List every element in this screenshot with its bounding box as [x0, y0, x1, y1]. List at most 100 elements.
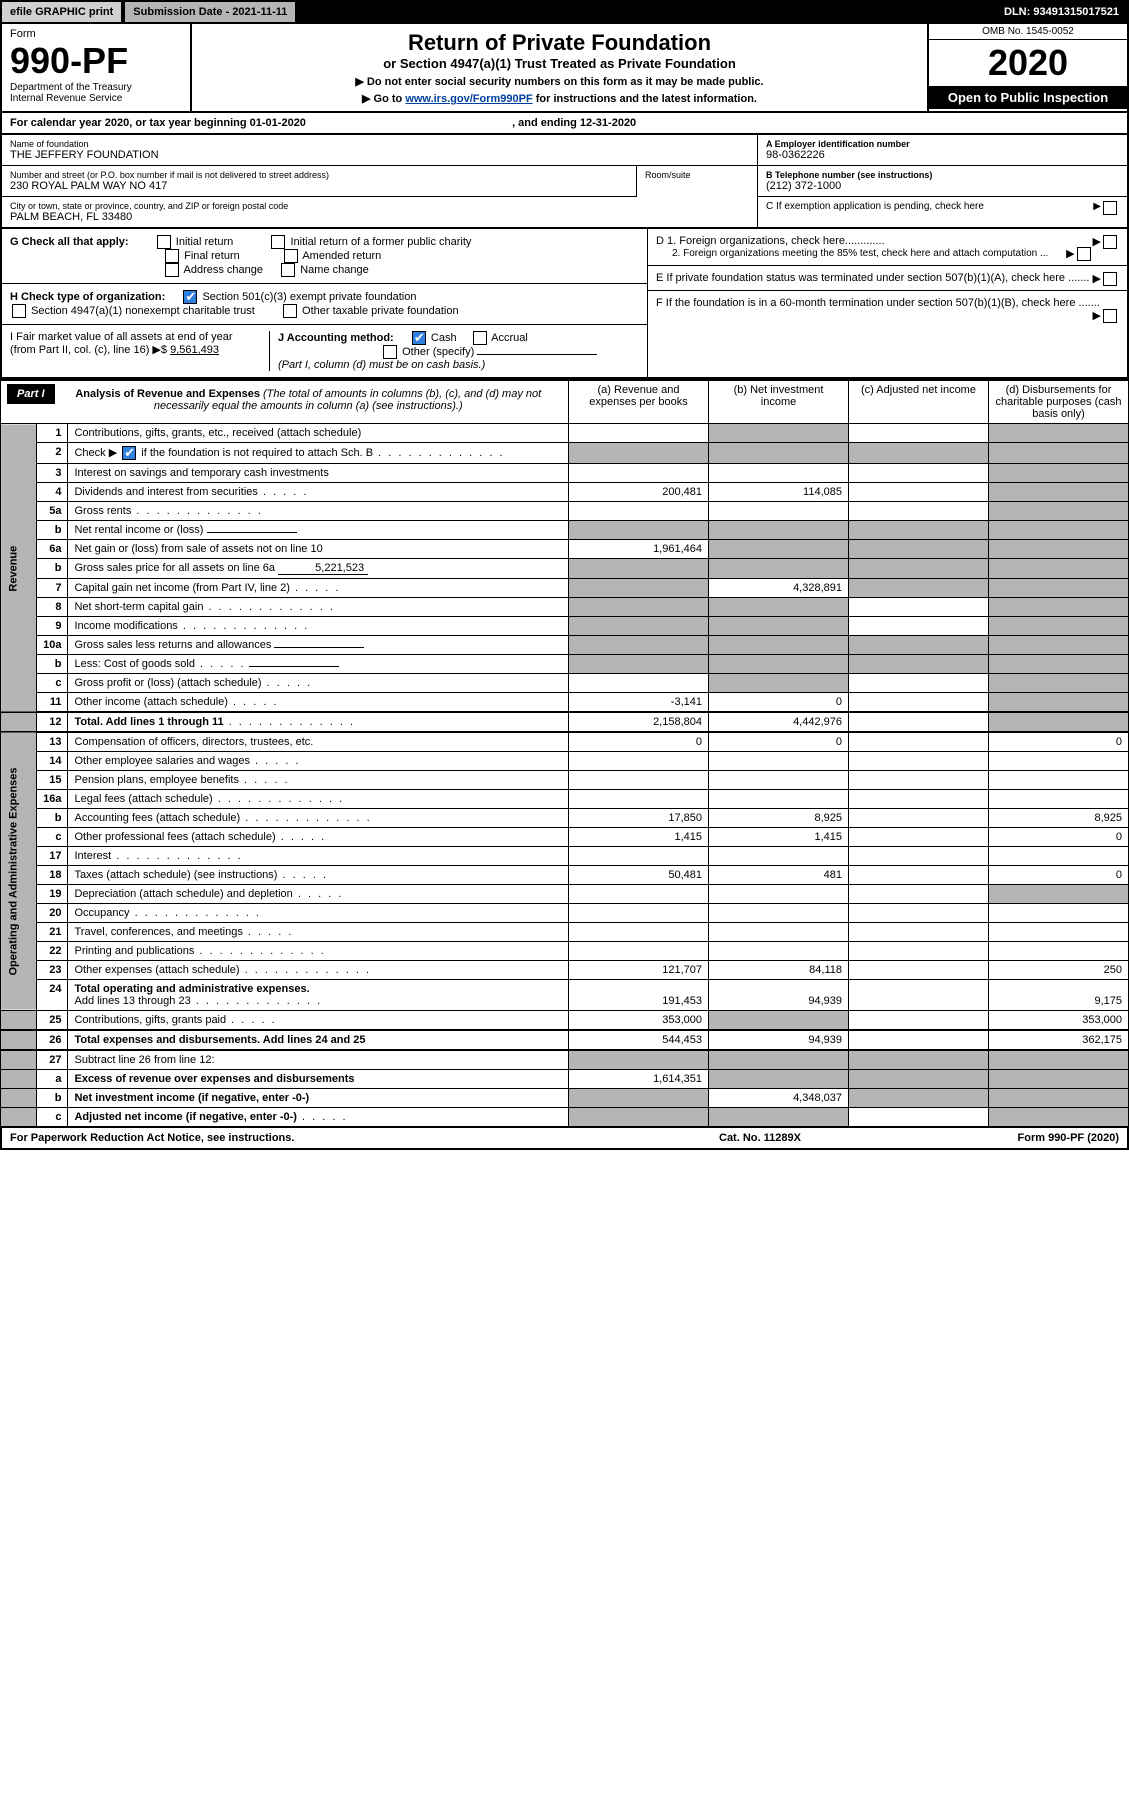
exemption-pending-cell: C If exemption application is pending, c…: [758, 197, 1127, 216]
cat-no: Cat. No. 11289X: [719, 1132, 919, 1144]
cash-method-checkbox[interactable]: [412, 331, 426, 345]
info-block: Name of foundation THE JEFFERY FOUNDATIO…: [0, 135, 1129, 229]
address-change-checkbox[interactable]: [165, 263, 179, 277]
calendar-year-row: For calendar year 2020, or tax year begi…: [0, 113, 1129, 135]
box-d1: D 1. Foreign organizations, check here..…: [648, 229, 1127, 266]
dln: DLN: 93491315017521: [996, 2, 1127, 22]
open-to-public: Open to Public Inspection: [929, 86, 1127, 109]
submission-date: Submission Date - 2021-11-11: [125, 2, 295, 22]
row-16c: c Other professional fees (attach schedu…: [1, 828, 1129, 847]
row-25: 25 Contributions, gifts, grants paid 353…: [1, 1011, 1129, 1031]
col-a-header: (a) Revenue and expenses per books: [569, 380, 709, 424]
row-27b: b Net investment income (if negative, en…: [1, 1089, 1129, 1108]
initial-return-checkbox[interactable]: [157, 235, 171, 249]
name-change-checkbox[interactable]: [281, 263, 295, 277]
foundation-name-cell: Name of foundation THE JEFFERY FOUNDATIO…: [2, 135, 757, 166]
phone: (212) 372-1000: [766, 180, 1119, 192]
row-10c: c Gross profit or (loss) (attach schedul…: [1, 674, 1129, 693]
part1-label: Part I: [7, 384, 55, 404]
exemption-pending-checkbox[interactable]: [1103, 201, 1117, 215]
form-header-center: Return of Private Foundation or Section …: [192, 24, 927, 111]
topbar: efile GRAPHIC print Submission Date - 20…: [0, 0, 1129, 24]
terminated-checkbox[interactable]: [1103, 272, 1117, 286]
other-taxable-checkbox[interactable]: [283, 304, 297, 318]
row-13: Operating and Administrative Expenses 13…: [1, 732, 1129, 752]
501c3-checkbox[interactable]: [183, 290, 197, 304]
row-19: 19 Depreciation (attach schedule) and de…: [1, 885, 1129, 904]
room-suite-cell: Room/suite: [637, 166, 757, 197]
row-9: 9 Income modifications: [1, 617, 1129, 636]
initial-return-former-checkbox[interactable]: [271, 235, 285, 249]
box-g: G Check all that apply: Initial return I…: [2, 229, 647, 284]
row-23: 23 Other expenses (attach schedule) 121,…: [1, 961, 1129, 980]
box-ij: I Fair market value of all assets at end…: [2, 325, 647, 377]
row-22: 22 Printing and publications: [1, 942, 1129, 961]
ein: 98-0362226: [766, 149, 1119, 161]
address: 230 ROYAL PALM WAY NO 417: [10, 180, 628, 192]
row-17: 17 Interest: [1, 847, 1129, 866]
row-11: 11 Other income (attach schedule) -3,141…: [1, 693, 1129, 713]
row-6a: 6a Net gain or (loss) from sale of asset…: [1, 540, 1129, 559]
foreign-org-checkbox[interactable]: [1103, 235, 1117, 249]
box-f: F If the foundation is in a 60-month ter…: [648, 291, 1127, 315]
final-return-checkbox[interactable]: [165, 249, 179, 263]
4947a1-checkbox[interactable]: [12, 304, 26, 318]
efile-print[interactable]: efile GRAPHIC print: [2, 2, 121, 22]
row-27a: a Excess of revenue over expenses and di…: [1, 1070, 1129, 1089]
form-label: Form: [10, 28, 182, 40]
row-5b: b Net rental income or (loss): [1, 521, 1129, 540]
row-5a: 5a Gross rents: [1, 502, 1129, 521]
row-3: 3 Interest on savings and temporary cash…: [1, 464, 1129, 483]
tax-year: 2020: [929, 40, 1127, 86]
accrual-method-checkbox[interactable]: [473, 331, 487, 345]
row-24: 24 Total operating and administrative ex…: [1, 980, 1129, 1011]
form-subtitle: or Section 4947(a)(1) Trust Treated as P…: [204, 56, 915, 71]
revenue-side-label: Revenue: [1, 424, 37, 713]
foundation-name: THE JEFFERY FOUNDATION: [10, 149, 749, 161]
row-8: 8 Net short-term capital gain: [1, 598, 1129, 617]
schb-not-required-checkbox[interactable]: [122, 446, 136, 460]
form-footer-label: Form 990-PF (2020): [919, 1132, 1119, 1144]
footer: For Paperwork Reduction Act Notice, see …: [0, 1127, 1129, 1150]
form-note2: ▶ Go to www.irs.gov/Form990PF for instru…: [204, 92, 915, 105]
amended-return-checkbox[interactable]: [284, 249, 298, 263]
row-20: 20 Occupancy: [1, 904, 1129, 923]
city: PALM BEACH, FL 33480: [10, 211, 749, 223]
row-2: 2 Check ▶ if the foundation is not requi…: [1, 443, 1129, 464]
row-6b: b Gross sales price for all assets on li…: [1, 559, 1129, 579]
check-block: G Check all that apply: Initial return I…: [0, 229, 1129, 379]
row-26: 26 Total expenses and disbursements. Add…: [1, 1030, 1129, 1050]
col-d-header: (d) Disbursements for charitable purpose…: [989, 380, 1129, 424]
ein-cell: A Employer identification number 98-0362…: [758, 135, 1127, 166]
row-12: 12 Total. Add lines 1 through 11 2,158,8…: [1, 712, 1129, 732]
85pct-test-checkbox[interactable]: [1077, 247, 1091, 261]
row-10a: 10a Gross sales less returns and allowan…: [1, 636, 1129, 655]
omb-number: OMB No. 1545-0052: [929, 24, 1127, 40]
col-c-header: (c) Adjusted net income: [849, 380, 989, 424]
irs-link[interactable]: www.irs.gov/Form990PF: [405, 93, 532, 105]
row-15: 15 Pension plans, employee benefits: [1, 771, 1129, 790]
form-header: Form 990-PF Department of the Treasury I…: [0, 24, 1129, 113]
row-18: 18 Taxes (attach schedule) (see instruct…: [1, 866, 1129, 885]
form-number: 990-PF: [10, 40, 182, 82]
row-14: 14 Other employee salaries and wages: [1, 752, 1129, 771]
60month-checkbox[interactable]: [1103, 309, 1117, 323]
row-16a: 16a Legal fees (attach schedule): [1, 790, 1129, 809]
col-b-header: (b) Net investment income: [709, 380, 849, 424]
box-e: E If private foundation status was termi…: [648, 266, 1127, 291]
address-cell: Number and street (or P.O. box number if…: [2, 166, 637, 197]
fmv-value: 9,561,493: [170, 344, 219, 356]
expenses-side-label: Operating and Administrative Expenses: [1, 732, 37, 1011]
phone-cell: B Telephone number (see instructions) (2…: [758, 166, 1127, 197]
form-note1: ▶ Do not enter social security numbers o…: [204, 75, 915, 88]
form-header-right: OMB No. 1545-0052 2020 Open to Public In…: [927, 24, 1127, 111]
internal-revenue-service: Internal Revenue Service: [10, 93, 182, 104]
row-21: 21 Travel, conferences, and meetings: [1, 923, 1129, 942]
other-method-checkbox[interactable]: [383, 345, 397, 359]
part1-title: Analysis of Revenue and Expenses (The to…: [55, 384, 562, 416]
row-27: 27 Subtract line 26 from line 12:: [1, 1050, 1129, 1070]
row-27c: c Adjusted net income (if negative, ente…: [1, 1108, 1129, 1127]
row-10b: b Less: Cost of goods sold: [1, 655, 1129, 674]
row-16b: b Accounting fees (attach schedule) 17,8…: [1, 809, 1129, 828]
row-4: 4 Dividends and interest from securities…: [1, 483, 1129, 502]
